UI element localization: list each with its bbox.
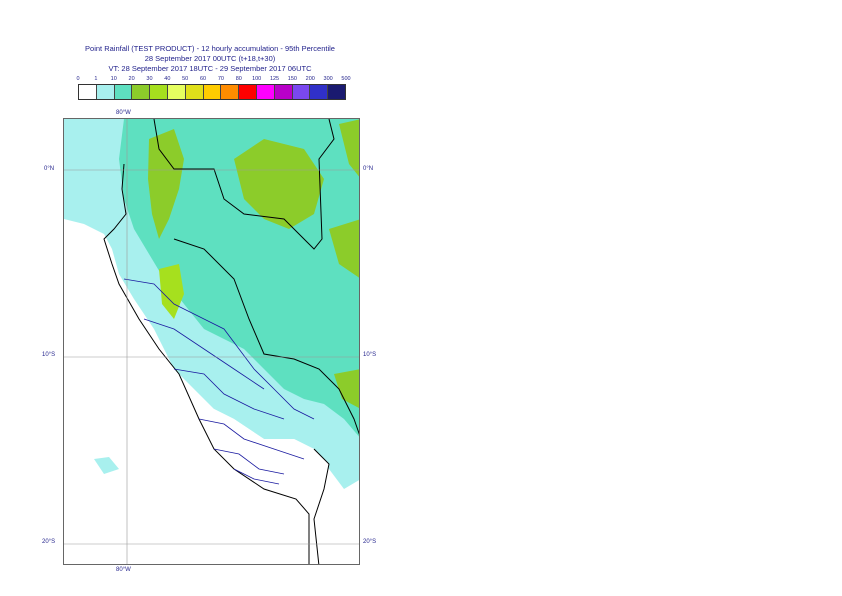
legend-tick-label: 100 xyxy=(252,76,262,82)
dry-land xyxy=(199,409,329,564)
legend-tick-label: 0 xyxy=(76,76,80,82)
legend-ticks: 0 1 10 20 30 40 50 60 70 80 100 125 150 200 300 500 xyxy=(76,76,350,84)
legend-swatch xyxy=(203,85,222,99)
rain-area-green-4 xyxy=(329,219,359,278)
lat-label-20s-right: 20°S xyxy=(363,539,377,545)
coastline xyxy=(103,163,310,564)
lat-label-0-right: 0°N xyxy=(363,166,374,172)
legend-tick-label: 1 xyxy=(94,76,98,82)
legend-swatch xyxy=(292,85,311,99)
rainfall-map xyxy=(63,118,360,565)
lat-label-10s: 10°S xyxy=(42,352,56,358)
legend-tick-label: 10 xyxy=(110,76,117,82)
legend-swatch xyxy=(328,85,345,99)
color-legend: 0 1 10 20 30 40 50 60 70 80 100 125 150 200 300 500 xyxy=(76,76,351,102)
regional-boundaries xyxy=(123,278,315,485)
country-border-3 xyxy=(313,448,330,564)
lon-label-top: 80°W xyxy=(116,110,131,116)
legend-tick-label: 200 xyxy=(305,76,315,82)
legend-tick-label: 50 xyxy=(182,76,189,82)
legend-swatch xyxy=(114,85,133,99)
legend-color-bar xyxy=(78,84,346,100)
legend-tick-label: 80 xyxy=(235,76,242,82)
rain-area-green-2 xyxy=(234,139,324,229)
legend-swatch xyxy=(221,85,240,99)
rain-area-green-1 xyxy=(148,129,184,239)
lon-label-bottom: 80°W xyxy=(116,567,131,573)
rain-area-ocean-patch xyxy=(94,457,119,474)
title-line-2: 28 September 2017 00UTC (t+18,t+30) xyxy=(144,54,276,63)
legend-tick-label: 20 xyxy=(128,76,135,82)
rain-area-green-3 xyxy=(339,119,359,177)
legend-swatch xyxy=(256,85,275,99)
legend-swatch xyxy=(150,85,168,99)
legend-tick-label: 30 xyxy=(146,76,153,82)
map-svg xyxy=(64,119,359,564)
legend-tick-label: 300 xyxy=(323,76,333,82)
rain-area-green-6 xyxy=(334,369,359,408)
legend-swatch xyxy=(167,85,186,99)
legend-swatch xyxy=(79,85,97,99)
title-line-3: VT: 28 September 2017 18UTC - 29 Septemb… xyxy=(108,64,312,73)
rain-area-green-5 xyxy=(159,264,184,319)
legend-swatch xyxy=(310,85,329,99)
legend-tick-label: 40 xyxy=(164,76,171,82)
legend-tick-label: 125 xyxy=(269,76,280,82)
legend-swatch xyxy=(239,85,257,99)
legend-swatch xyxy=(185,85,204,99)
lat-label-0: 0°N xyxy=(44,166,55,172)
legend-tick-label: 150 xyxy=(287,76,297,82)
legend-tick-label: 70 xyxy=(217,76,224,82)
legend-tick-label: 500 xyxy=(341,76,351,82)
country-border xyxy=(153,119,335,250)
legend-swatch xyxy=(96,85,115,99)
legend-tick-label: 60 xyxy=(200,76,207,82)
legend-swatch xyxy=(274,85,293,99)
legend-swatch xyxy=(132,85,151,99)
lat-label-20s: 20°S xyxy=(42,539,56,545)
lat-label-10s-right: 10°S xyxy=(363,352,377,358)
title-line-1: Point Rainfall (TEST PRODUCT) - 12 hourl… xyxy=(85,44,335,53)
country-border-2 xyxy=(173,238,359,435)
